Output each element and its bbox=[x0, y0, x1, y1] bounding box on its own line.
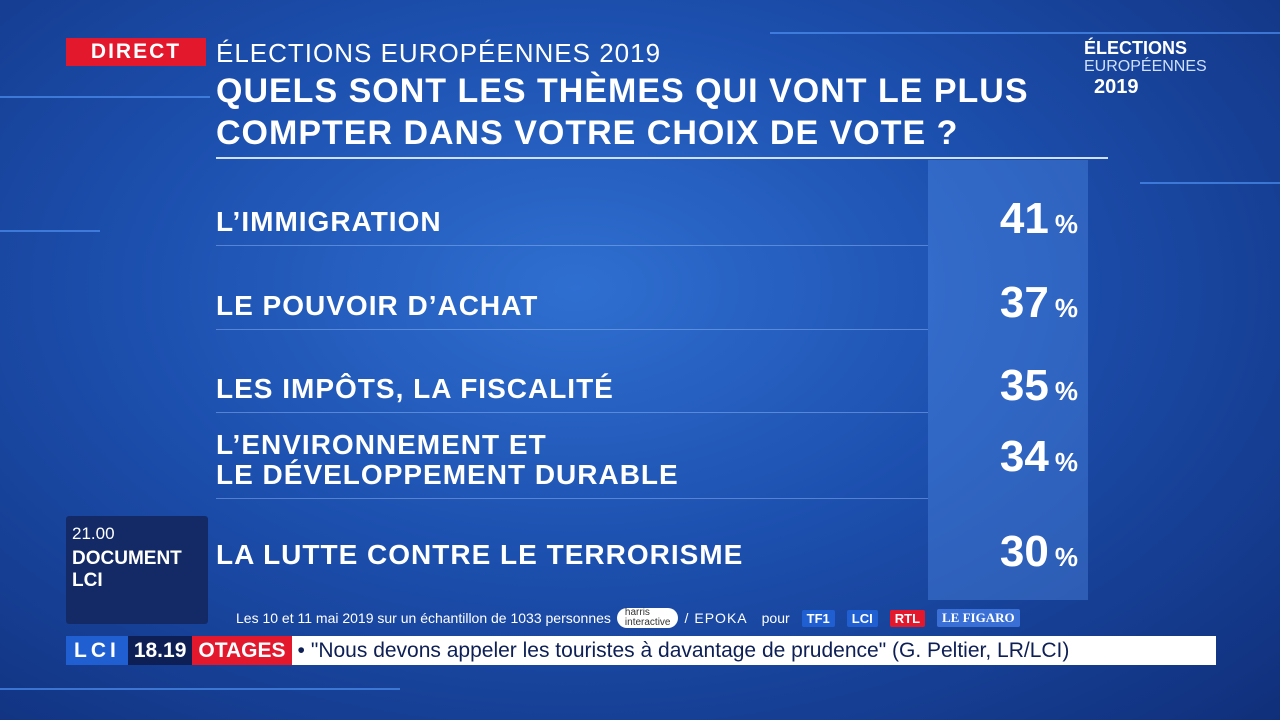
item-label: L’IMMIGRATION bbox=[216, 206, 442, 237]
program-line: LCI bbox=[72, 570, 103, 591]
value-unit: % bbox=[1054, 293, 1078, 323]
item-value: 35% bbox=[928, 361, 1078, 411]
row-rule bbox=[216, 245, 928, 246]
item-value: 37% bbox=[928, 278, 1078, 328]
ticker-time: 18.19 bbox=[127, 636, 193, 665]
deco-line bbox=[0, 230, 100, 232]
institute-line: harris bbox=[624, 607, 650, 618]
value-number: 34 bbox=[999, 432, 1049, 481]
ticker-topic: OTAGES bbox=[192, 636, 292, 665]
title-line: COMPTER DANS VOTRE CHOIX DE VOTE ? bbox=[216, 114, 959, 152]
media-logo: RTL bbox=[889, 609, 926, 627]
deco-line bbox=[0, 688, 400, 690]
row-rule bbox=[216, 498, 928, 499]
value-number: 35 bbox=[999, 361, 1049, 410]
item-value: 30% bbox=[928, 527, 1078, 577]
program-box: 21.00 DOCUMENT LCI bbox=[66, 516, 208, 624]
item-label: LE POUVOIR D’ACHAT bbox=[216, 290, 539, 321]
deco-line bbox=[0, 96, 210, 98]
institute-line: interactive bbox=[624, 617, 671, 628]
kicker: ÉLECTIONS EUROPÉENNES 2019 bbox=[216, 38, 662, 68]
item-value: 41% bbox=[928, 194, 1078, 244]
institute-logo: harris interactive bbox=[616, 607, 679, 628]
title-line: QUELS SONT LES THÈMES QUI VONT LE PLUS bbox=[216, 72, 1029, 110]
value-number: 37 bbox=[999, 278, 1049, 327]
ticker-bullet: • bbox=[297, 639, 305, 662]
pour: pour bbox=[761, 610, 790, 626]
value-unit: % bbox=[1054, 209, 1078, 239]
logo-line: ÉLECTIONS bbox=[1084, 38, 1188, 58]
value-unit: % bbox=[1054, 376, 1078, 406]
media-logo: LCI bbox=[846, 609, 878, 627]
row-rule bbox=[216, 412, 928, 413]
program-time: 21.00 bbox=[72, 524, 115, 543]
item-value: 34% bbox=[928, 432, 1078, 482]
logo-line: 2019 bbox=[1094, 76, 1139, 98]
media-logo: TF1 bbox=[801, 609, 835, 627]
program-line: DOCUMENT bbox=[72, 548, 182, 569]
item-label: LA LUTTE CONTRE LE TERRORISME bbox=[216, 539, 744, 570]
value-number: 41 bbox=[999, 194, 1049, 243]
value-column bbox=[928, 160, 1088, 600]
item-label: L’ENVIRONNEMENT ET bbox=[216, 429, 547, 460]
value-number: 30 bbox=[999, 527, 1049, 576]
separator: / bbox=[684, 610, 689, 626]
value-unit: % bbox=[1054, 542, 1078, 572]
live-badge: DIRECT bbox=[66, 38, 206, 66]
row-rule bbox=[216, 329, 928, 330]
item-label: LE DÉVELOPPEMENT DURABLE bbox=[216, 459, 679, 490]
logo-line: EUROPÉENNES bbox=[1084, 58, 1207, 75]
value-unit: % bbox=[1054, 447, 1078, 477]
source: Les 10 et 11 mai 2019 sur un échantillon… bbox=[236, 608, 1020, 628]
deco-line bbox=[770, 32, 1280, 34]
deco-line bbox=[1140, 182, 1280, 184]
ticker-channel: LCI bbox=[66, 636, 128, 665]
item-label: LES IMPÔTS, LA FISCALITÉ bbox=[216, 373, 614, 404]
ticker: LCI 18.19 OTAGES • "Nous devons appeler … bbox=[66, 636, 1216, 665]
partner: EPOKA bbox=[694, 610, 748, 626]
title-rule bbox=[216, 157, 1108, 159]
media-logo: LE FIGARO bbox=[937, 609, 1020, 627]
ticker-text: "Nous devons appeler les touristes à dav… bbox=[310, 639, 1070, 662]
source-text: Les 10 et 11 mai 2019 sur un échantillon… bbox=[236, 610, 611, 626]
